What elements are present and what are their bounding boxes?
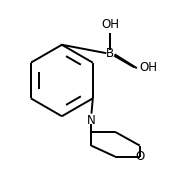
Text: O: O [135, 150, 144, 163]
Text: B: B [106, 48, 114, 61]
Text: OH: OH [101, 18, 119, 31]
Text: OH: OH [140, 61, 158, 74]
Text: N: N [87, 114, 96, 127]
